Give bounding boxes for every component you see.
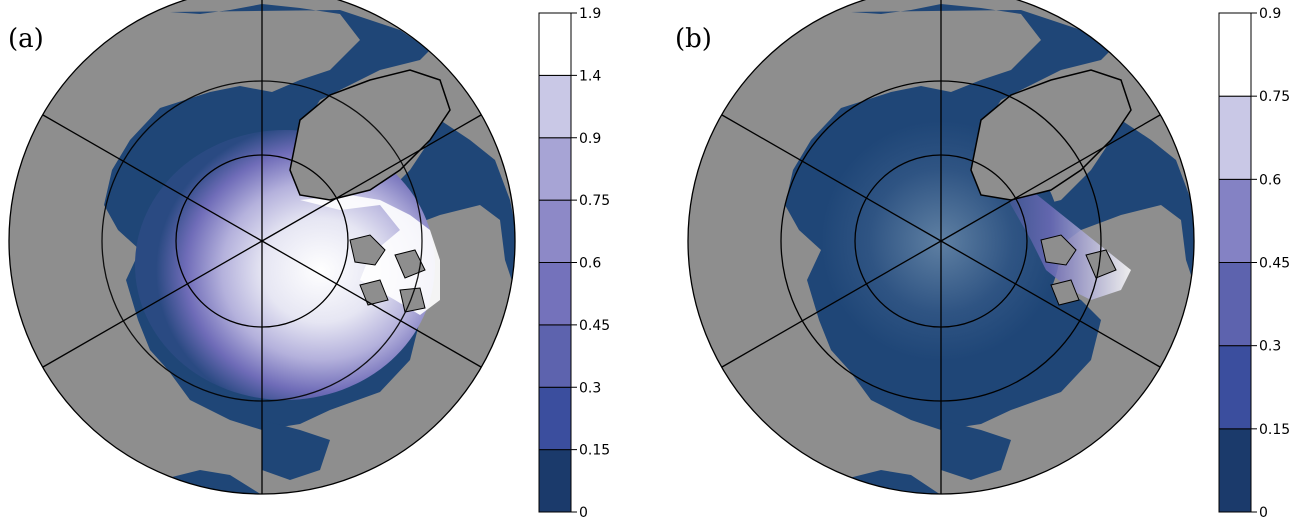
ocean-pacific [262,420,330,480]
greenland [970,69,1132,201]
colorbar-bin [1218,178,1252,263]
colorbar-tick-label: 0.75 [579,193,610,209]
colorbar-tick-label: 0.6 [1259,172,1281,188]
island-cluster [1040,234,1117,306]
colorbar-bin [1218,12,1252,97]
colorbar-bin [538,12,572,76]
colorbar-bin [538,449,572,513]
colorbar-tick-label: 0.15 [1259,422,1290,438]
colorbar-tick-label: 0.9 [579,131,601,147]
ocean-pacific [941,420,1011,480]
colorbar-tick-label: 0 [579,505,588,518]
colorbar-tick-label: 0.6 [579,256,601,272]
colorbar-b: 0 0.15 0.3 0.45 0.6 0.75 0.9 [1218,6,1290,518]
graticule [8,0,516,495]
colorbar-bin [1218,345,1252,430]
colorbar-tick-label: 0.9 [1259,6,1281,22]
colorbar-tick-label: 0.3 [1259,339,1281,355]
colorbar-bin [538,386,572,451]
panel-label-b: (b) [675,24,712,54]
colorbar-bin [538,137,572,201]
map-panel-b: (b) [651,0,1302,518]
colorbar-tick-label: 0.45 [579,318,610,334]
colorbar-bin [1218,262,1252,347]
colorbar-tick-label: 0.3 [579,380,601,396]
colorbar-bin [538,324,572,388]
polar-map-a: 0 0.15 0.3 0.45 0.6 0.75 0.9 1.4 1.9 [8,0,610,518]
colorbar-bin [1218,428,1252,513]
colorbar-tick-label: 0.15 [579,443,610,459]
graticule [687,0,1195,495]
greenland [289,69,451,201]
colorbar-bin [538,74,572,139]
panel-label-a: (a) [8,24,44,54]
colorbar-tick-label: 0.75 [1259,89,1290,105]
colorbar-bin [538,262,572,326]
colorbar-bin [538,199,572,263]
colorbar-a: 0 0.15 0.3 0.45 0.6 0.75 0.9 1.4 1.9 [538,6,610,518]
colorbar-bin [1218,95,1252,180]
map-panel-a: (a) [8,0,610,518]
colorbar-tick-label: 0.45 [1259,256,1290,272]
colorbar-tick-label: 0 [1259,505,1268,518]
colorbar-tick-label: 1.4 [579,68,601,84]
island-cluster [349,234,426,313]
polar-map-b: 0 0.15 0.3 0.45 0.6 0.75 0.9 [687,0,1290,518]
colorbar-tick-label: 1.9 [579,6,601,22]
